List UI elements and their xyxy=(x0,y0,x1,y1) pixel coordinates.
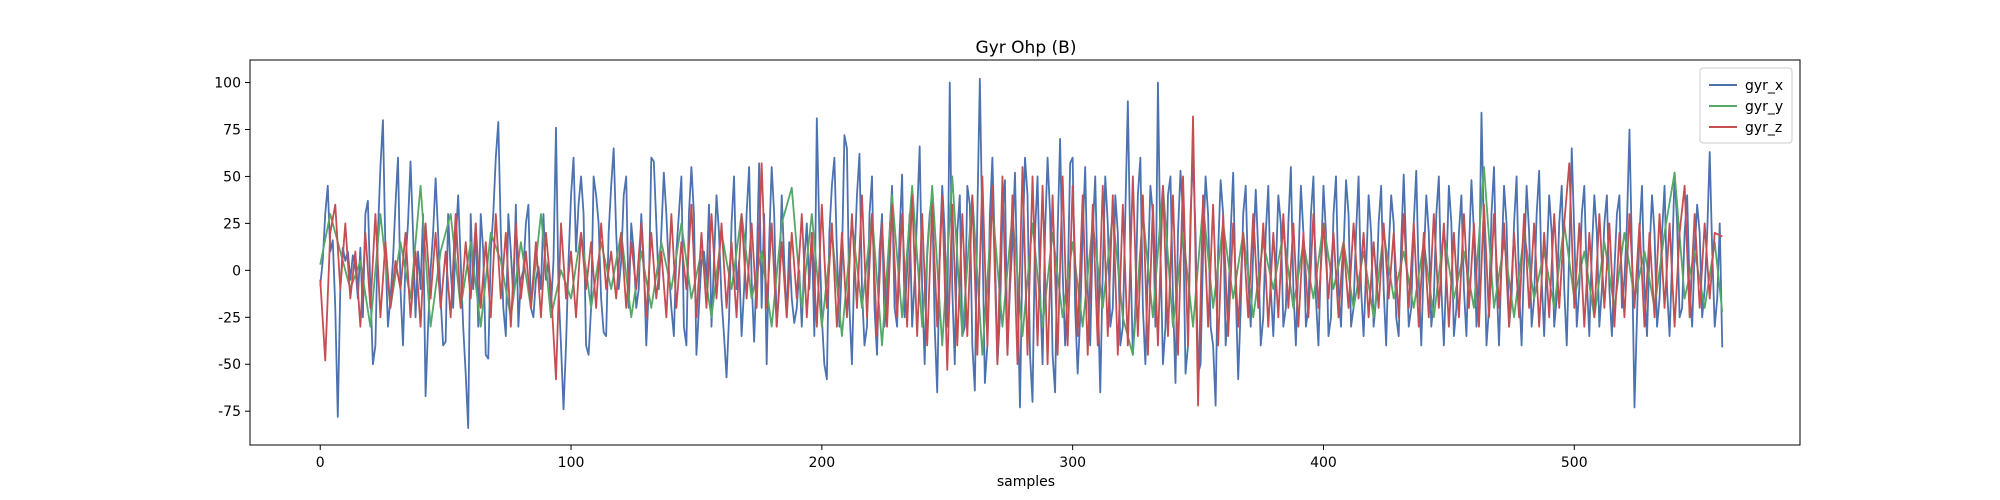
x-tick-label-5: 500 xyxy=(1561,455,1588,471)
x-tick-label-2: 200 xyxy=(808,455,835,471)
x-tick-label-3: 300 xyxy=(1059,455,1086,471)
y-axis: -75 -50 -25 0 25 50 75 100 xyxy=(214,76,250,420)
y-tick-label-3: 0 xyxy=(232,263,241,279)
y-tick-label-4: 25 xyxy=(223,216,241,232)
plot-area xyxy=(319,77,1724,430)
series-line-gyr_y xyxy=(319,166,1724,356)
legend-label-gyr_y: gyr_y xyxy=(1745,99,1783,115)
series-line-gyr_z xyxy=(319,115,1723,407)
x-axis-label: samples xyxy=(997,474,1055,490)
axes-frame xyxy=(249,59,1801,446)
x-tick-label-4: 400 xyxy=(1310,455,1337,471)
y-tick-label-7: 100 xyxy=(214,76,241,92)
y-tick-label-0: -75 xyxy=(218,404,241,420)
y-tick-label-6: 75 xyxy=(223,122,241,138)
chart-title: Gyr Ohp (B) xyxy=(976,38,1077,58)
legend-box xyxy=(1699,67,1793,144)
y-tick-label-1: -50 xyxy=(218,357,241,373)
y-tick-label-5: 50 xyxy=(223,169,241,185)
x-tick-label-0: 0 xyxy=(316,455,325,471)
x-axis: 0 100 200 300 400 500 xyxy=(316,445,1588,471)
legend-label-gyr_z: gyr_z xyxy=(1745,120,1782,136)
legend-label-gyr_x: gyr_x xyxy=(1745,78,1783,94)
x-tick-label-1: 100 xyxy=(558,455,585,471)
y-tick-label-2: -25 xyxy=(218,310,241,326)
legend: gyr_x gyr_y gyr_z xyxy=(1699,67,1793,144)
series-line-gyr_x xyxy=(319,77,1724,430)
